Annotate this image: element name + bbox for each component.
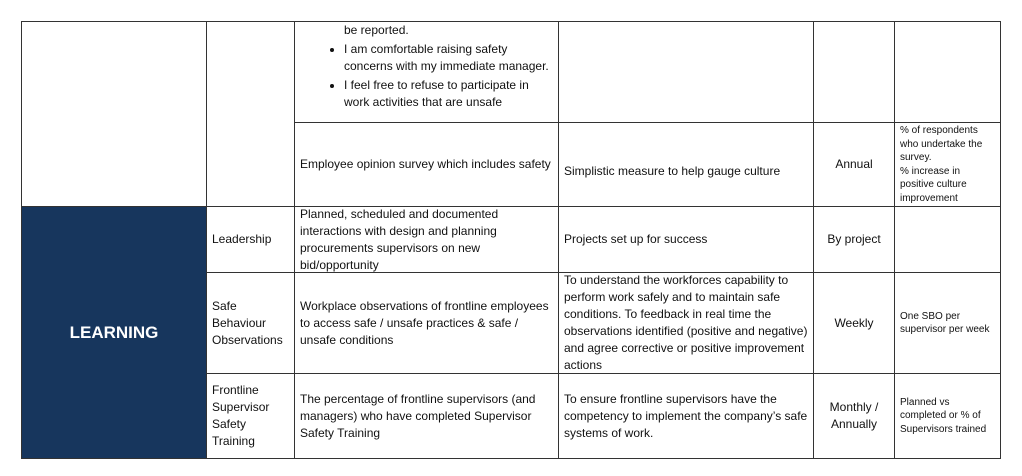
statement-list: be reported. I am comfortable raising sa… [300, 22, 553, 111]
target-cell: Planned vs completed or % of Supervisors… [894, 373, 1001, 459]
frequency-cell-empty [813, 21, 895, 123]
frequency-cell: Annual [813, 122, 895, 207]
target-line: % of respondents who undertake the surve… [900, 125, 983, 163]
measure-cell: Employee opinion survey which includes s… [294, 122, 559, 207]
frequency-cell: Monthly / Annually [813, 373, 895, 459]
element-sbo: Safe Behaviour Observations [206, 272, 295, 374]
purpose-cell-empty [558, 21, 814, 123]
measure-cell: The percentage of frontline supervisors … [294, 373, 559, 459]
target-cell: % of respondents who undertake the surve… [894, 122, 1001, 207]
frequency-cell: Weekly [813, 272, 895, 374]
element-leadership: Leadership [206, 206, 295, 273]
measure-cell: Workplace observations of frontline empl… [294, 272, 559, 374]
measure-cell: Planned, scheduled and documented intera… [294, 206, 559, 273]
target-cell [894, 206, 1001, 273]
target-cell: One SBO per supervisor per week [894, 272, 1001, 374]
purpose-cell: Projects set up for success [558, 206, 814, 273]
statement-item: be reported. [344, 23, 409, 37]
purpose-cell: To ensure frontline supervisors have the… [558, 373, 814, 459]
statement-item: I am comfortable raising safety concerns… [344, 41, 553, 75]
category-learning: LEARNING [21, 206, 207, 459]
element-cell-empty [206, 21, 295, 207]
target-line: % increase in positive culture improveme… [900, 165, 967, 204]
purpose-cell: To understand the workforces capability … [558, 272, 814, 374]
element-training: Frontline Supervisor Safety Training [206, 373, 295, 459]
target-cell-empty [894, 21, 1001, 123]
purpose-cell: Simplistic measure to help gauge culture [558, 122, 814, 207]
statement-item: I feel free to refuse to participate in … [344, 77, 553, 111]
frequency-cell: By project [813, 206, 895, 273]
survey-statements-cell: be reported. I am comfortable raising sa… [294, 21, 559, 123]
category-cell-empty [21, 21, 207, 207]
